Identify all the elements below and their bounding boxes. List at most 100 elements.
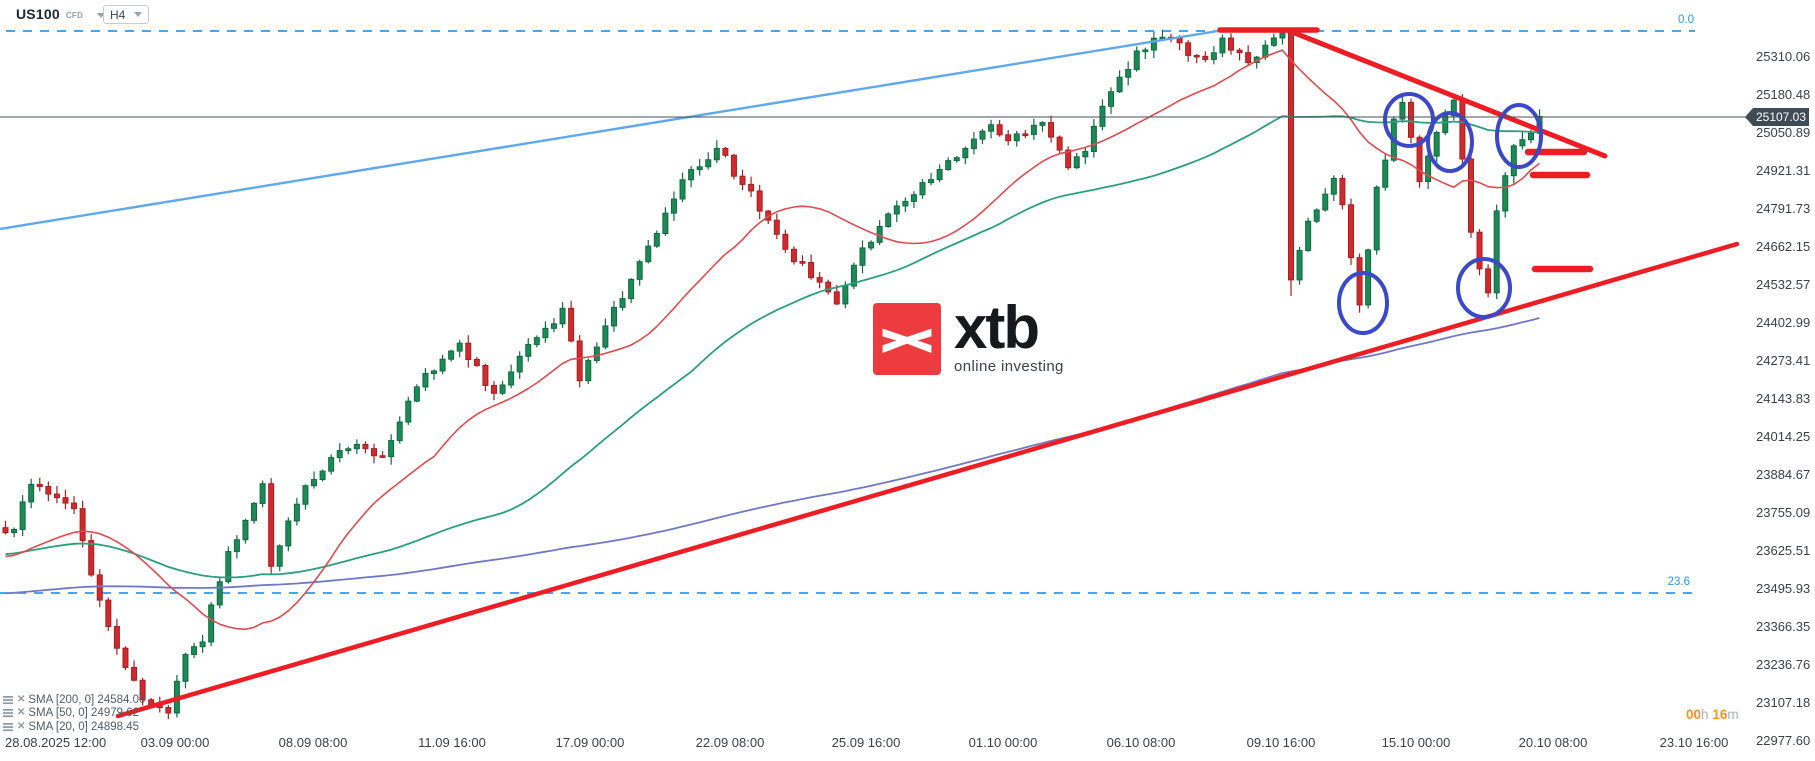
price-axis-label: 24921.31 xyxy=(1756,163,1811,178)
price-axis-label: 23107.18 xyxy=(1756,695,1811,710)
candle-body xyxy=(902,200,909,207)
candle-body xyxy=(645,245,652,263)
candle-body xyxy=(1313,209,1320,222)
sma-50-line[interactable] xyxy=(5,115,1540,579)
candle-body xyxy=(782,233,789,250)
candle-body xyxy=(473,358,480,366)
candle-body xyxy=(868,241,875,249)
indicator-settings-icon[interactable] xyxy=(3,708,14,718)
indicator-remove-icon[interactable]: ✕ xyxy=(17,693,26,705)
instrument-type-label: CFD xyxy=(65,11,84,20)
highlight-circle[interactable] xyxy=(1383,92,1435,148)
candle-body xyxy=(988,124,995,132)
candle-body xyxy=(585,360,592,382)
timeframe-dropdown[interactable]: H4 xyxy=(103,5,149,24)
candle-body xyxy=(242,519,249,541)
candle-body xyxy=(619,298,626,308)
time-axis-label: 15.10 00:00 xyxy=(1381,735,1451,750)
candle-body xyxy=(850,264,857,287)
indicator-remove-icon[interactable]: ✕ xyxy=(17,707,26,719)
candle-body xyxy=(62,497,69,504)
candle-body xyxy=(1082,150,1089,158)
candle-body xyxy=(833,291,840,305)
price-axis[interactable]: 25310.06 25180.48 25050.89 24921.31 24791.73… xyxy=(1756,0,1815,761)
candle-body xyxy=(465,342,472,360)
highlight-circle[interactable] xyxy=(1456,257,1512,319)
candle-body xyxy=(885,213,892,228)
time-axis-label: 01.10 00:00 xyxy=(968,735,1038,750)
candle-body xyxy=(928,179,935,184)
time-axis[interactable]: 28.08.2025 12:00 03.09 00:00 08.09 08:00 11… xyxy=(0,735,1815,755)
candle-body xyxy=(542,327,549,339)
candle-body xyxy=(1519,139,1526,147)
time-axis-label: 06.10 08:00 xyxy=(1106,735,1176,750)
indicator-settings-icon[interactable] xyxy=(3,695,14,705)
time-axis-label: 25.09 16:00 xyxy=(831,735,901,750)
candle-body xyxy=(1133,50,1140,71)
candle-body xyxy=(842,285,849,305)
candle-body xyxy=(1185,42,1192,56)
price-axis-label: 24014.25 xyxy=(1756,429,1811,444)
indicator-label: SMA [50, 0] 24979.62 xyxy=(28,707,139,720)
candle-body xyxy=(28,483,35,503)
timeframe-value: H4 xyxy=(110,7,126,22)
candle-body xyxy=(388,440,395,458)
candle-body xyxy=(19,501,26,530)
indicator-remove-icon[interactable]: ✕ xyxy=(17,720,26,732)
highlight-circle[interactable] xyxy=(1337,271,1389,335)
candle-body xyxy=(533,337,540,345)
candle-body xyxy=(11,528,18,534)
candle-body xyxy=(1459,99,1466,160)
candle-body xyxy=(962,148,969,159)
price-axis-label: 23884.67 xyxy=(1756,467,1811,482)
price-axis-label: 25180.48 xyxy=(1756,87,1811,102)
candle-body xyxy=(1382,159,1389,188)
symbol-selector[interactable]: US100 CFD xyxy=(16,6,106,22)
candle-body xyxy=(482,364,489,386)
candle-body xyxy=(139,679,146,701)
candle-body xyxy=(293,503,300,522)
candle-body xyxy=(516,355,523,373)
red-trend-line[interactable] xyxy=(115,241,1740,719)
candle-body xyxy=(1219,37,1226,54)
candle-body xyxy=(499,384,506,394)
candle-body xyxy=(1116,76,1123,93)
indicator-settings-icon[interactable] xyxy=(3,722,14,732)
candle-body xyxy=(1527,132,1534,141)
candle-body xyxy=(1356,257,1363,306)
highlight-circle[interactable] xyxy=(1495,103,1543,169)
candle-body xyxy=(1433,131,1440,157)
indicator-label: SMA [200, 0] 24584.00 xyxy=(28,693,146,706)
candle-body xyxy=(979,130,986,140)
time-axis-label: 20.10 08:00 xyxy=(1518,735,1588,750)
candle-countdown-timer: 00h 16m xyxy=(1686,707,1739,722)
candle-body xyxy=(276,545,283,567)
chevron-down-icon xyxy=(134,12,142,17)
candle-body xyxy=(1510,145,1517,177)
price-axis-label: 23625.51 xyxy=(1756,543,1811,558)
sma-200-line[interactable] xyxy=(5,317,1540,595)
indicator-row: ✕ SMA [200, 0] 24584.00 xyxy=(3,693,145,707)
timer-minutes: 16 xyxy=(1712,707,1728,722)
sma-20-line[interactable] xyxy=(5,49,1540,631)
candle-body xyxy=(251,502,258,521)
symbol-name: US100 xyxy=(16,6,60,22)
ascending-channel-line[interactable] xyxy=(0,29,1219,231)
candle-body xyxy=(1193,54,1200,58)
candle-body xyxy=(233,539,240,553)
candle-body xyxy=(1296,250,1303,281)
candle-body xyxy=(302,485,309,505)
indicator-row: ✕ SMA [50, 0] 24979.62 xyxy=(3,707,145,721)
red-trend-line[interactable] xyxy=(1284,27,1608,159)
candle-body xyxy=(71,502,78,510)
candle-body xyxy=(756,190,763,212)
candle-body xyxy=(216,581,223,606)
candle-body xyxy=(122,647,129,668)
candle-body xyxy=(525,343,532,357)
price-axis-label: 22977.60 xyxy=(1756,733,1811,748)
candle-body xyxy=(568,307,575,342)
candle-body xyxy=(396,421,403,442)
highlight-circle[interactable] xyxy=(1426,111,1474,173)
